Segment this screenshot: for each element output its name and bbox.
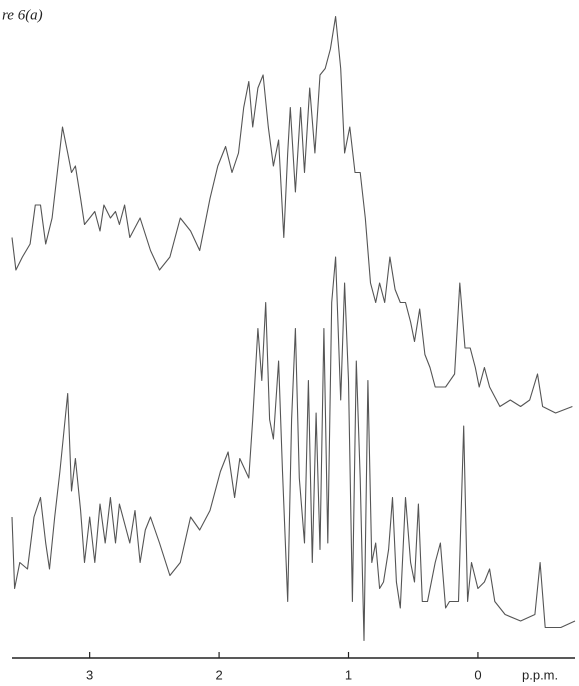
spectrum-line bbox=[11, 256, 576, 642]
x-tick-label: 3 bbox=[86, 667, 93, 682]
x-tick-label: 2 bbox=[215, 667, 222, 682]
chart-title: re 6(a) bbox=[2, 7, 43, 23]
x-tick-label: 0 bbox=[474, 667, 481, 682]
spectrum-line bbox=[11, 15, 573, 414]
x-tick-label: 1 bbox=[345, 667, 352, 682]
x-axis-label: p.p.m. bbox=[522, 667, 558, 682]
